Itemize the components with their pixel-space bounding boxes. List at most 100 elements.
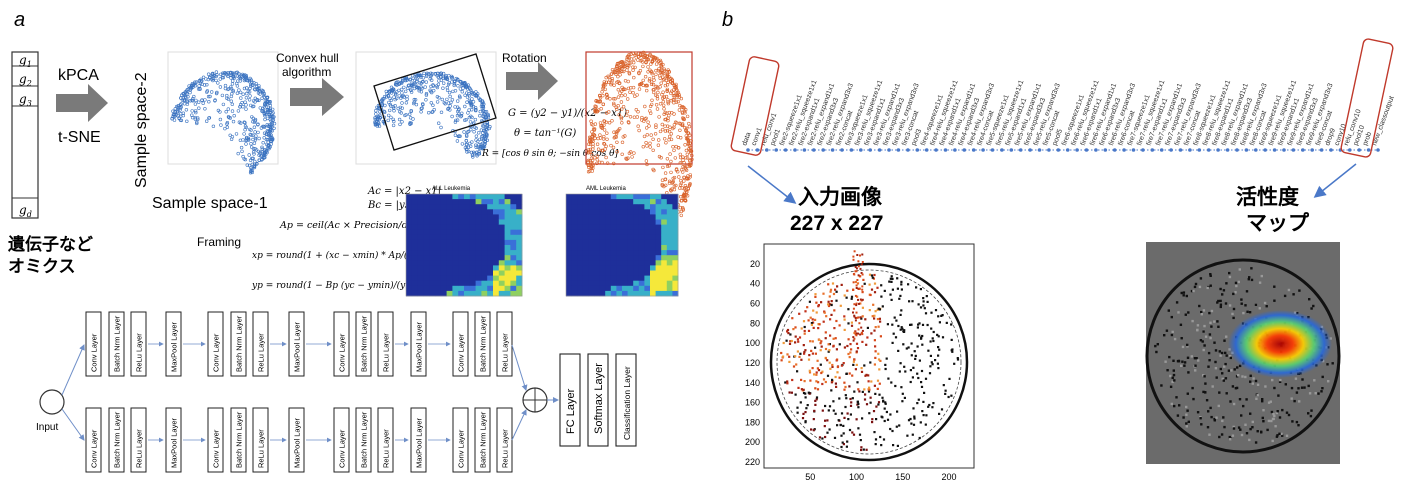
layer-node xyxy=(1376,148,1380,152)
highlight-output-layer xyxy=(1340,38,1394,158)
x-tick-label: 100 xyxy=(849,472,864,482)
framing-label: Framing xyxy=(197,235,241,249)
cnn-layer-top-11 xyxy=(410,311,427,377)
layer-node xyxy=(774,148,778,152)
layer-node xyxy=(887,148,891,152)
layer-node xyxy=(1319,148,1324,152)
scatter-plot-rotated xyxy=(585,50,694,218)
layer-node xyxy=(1018,148,1023,152)
arrow-icon xyxy=(1313,163,1357,198)
cnn-layer-top-6 xyxy=(252,311,269,377)
layer-node xyxy=(1197,148,1202,152)
vector-item-g2: g2 xyxy=(19,72,32,88)
feature-vector: g1 g2 g3 gd xyxy=(11,51,39,219)
cnn-layer-bottom-2 xyxy=(130,407,147,473)
heatmap-all-title: ALL Leukemia xyxy=(432,186,471,192)
cnn-layer-label: MaxPool Layer xyxy=(293,417,302,468)
y-tick-label: 200 xyxy=(745,437,760,447)
layer-node xyxy=(783,148,788,152)
highlight-input-layer xyxy=(730,56,780,156)
panel-b-label: b xyxy=(722,9,733,31)
cnn-layer-label: Batch Nrm Layer xyxy=(113,315,122,372)
cnn-output-layer-label: FC Layer xyxy=(565,388,577,434)
layer-node xyxy=(849,148,854,152)
layer-node xyxy=(906,148,910,152)
arrow-icon xyxy=(290,78,344,116)
cnn-layer-label: ReLu Layer xyxy=(501,429,510,468)
method-tsne: t-SNE xyxy=(58,129,101,146)
cnn-output-layer-1 xyxy=(587,353,609,447)
cnn-layer-top-10 xyxy=(377,311,394,377)
cnn-layer-top-3 xyxy=(165,311,182,377)
equation-ac: Ac = |x2 − x1| xyxy=(367,186,441,197)
cnn-layer-label: ReLu Layer xyxy=(135,333,144,372)
layer-name: prob xyxy=(1362,131,1373,147)
layer-node xyxy=(793,148,797,152)
layer-node xyxy=(1178,148,1183,152)
cnn-layer-label: ReLu Layer xyxy=(382,429,391,468)
layer-node xyxy=(1000,148,1004,152)
cnn-layer-label: Batch Nrm Layer xyxy=(479,411,488,468)
layer-node xyxy=(859,148,863,152)
cnn-layer-top-12 xyxy=(452,311,469,377)
vector-item-g1: g1 xyxy=(19,53,32,69)
layer-node xyxy=(1037,148,1042,152)
panel-a-label: a xyxy=(14,9,25,31)
cnn-layer-bottom-9 xyxy=(355,407,372,473)
layer-node xyxy=(1282,148,1286,152)
layer-node xyxy=(990,148,995,152)
layer-node xyxy=(1047,148,1051,152)
axis-sample-space-1: Sample space-1 xyxy=(152,195,268,212)
cnn-layer-bottom-13 xyxy=(474,407,491,473)
layer-node xyxy=(1065,148,1070,152)
heatmap-aml-leukemia xyxy=(565,193,679,297)
layer-node xyxy=(1329,148,1333,152)
cnn-layer-label: MaxPool Layer xyxy=(415,417,424,468)
layer-node xyxy=(840,148,844,152)
y-tick-label: 180 xyxy=(745,417,760,427)
layer-node xyxy=(1310,148,1314,152)
y-tick-label: 120 xyxy=(745,358,760,368)
network-layer-graph: dataconv1relu_conv1pool1fire2-squeeze1x1… xyxy=(741,79,1396,152)
cnn-layer-top-5 xyxy=(230,311,247,377)
cnn-layer-label: Batch Nrm Layer xyxy=(360,315,369,372)
vector-caption-line1: 遺伝子など xyxy=(8,234,93,254)
layer-node xyxy=(812,148,816,152)
cnn-layer-label: Conv Layer xyxy=(457,333,466,372)
cnn-layer-top-2 xyxy=(130,311,147,377)
layer-node xyxy=(868,148,872,152)
cnn-layer-top-8 xyxy=(333,311,350,377)
layer-node xyxy=(1216,148,1220,152)
y-tick-label: 160 xyxy=(745,398,760,408)
cnn-layer-label: Conv Layer xyxy=(212,429,221,468)
layer-node xyxy=(1009,148,1014,152)
cnn-layer-label: Batch Nrm Layer xyxy=(113,411,122,468)
layer-node xyxy=(1244,148,1249,152)
layer-node xyxy=(1263,148,1267,152)
layer-node xyxy=(1084,148,1089,152)
layer-node xyxy=(755,148,760,152)
layer-node xyxy=(1357,148,1361,152)
cnn-layer-bottom-12 xyxy=(452,407,469,473)
layer-node xyxy=(1225,148,1230,152)
layer-node xyxy=(1112,148,1117,152)
cnn-layer-bottom-6 xyxy=(252,407,269,473)
cnn-layer-label: ReLu Layer xyxy=(501,333,510,372)
layer-node xyxy=(1366,148,1371,152)
layer-node xyxy=(1103,148,1108,152)
vector-item-gd: gd xyxy=(19,203,32,219)
cnn-layer-label: ReLu Layer xyxy=(257,429,266,468)
layer-node xyxy=(896,148,901,152)
input-node xyxy=(39,389,65,415)
layer-node xyxy=(1291,148,1296,152)
method-kpca: kPCA xyxy=(58,67,99,84)
layer-node xyxy=(746,148,750,152)
cnn-layer-label: ReLu Layer xyxy=(382,333,391,372)
layer-node xyxy=(915,148,920,152)
layer-node xyxy=(830,148,835,152)
convex-hull-label-1: Convex hull xyxy=(276,51,339,65)
y-tick-label: 220 xyxy=(745,457,760,467)
cnn-layer-label: Batch Nrm Layer xyxy=(235,411,244,468)
layer-node xyxy=(802,148,807,152)
layer-node xyxy=(1028,148,1032,152)
